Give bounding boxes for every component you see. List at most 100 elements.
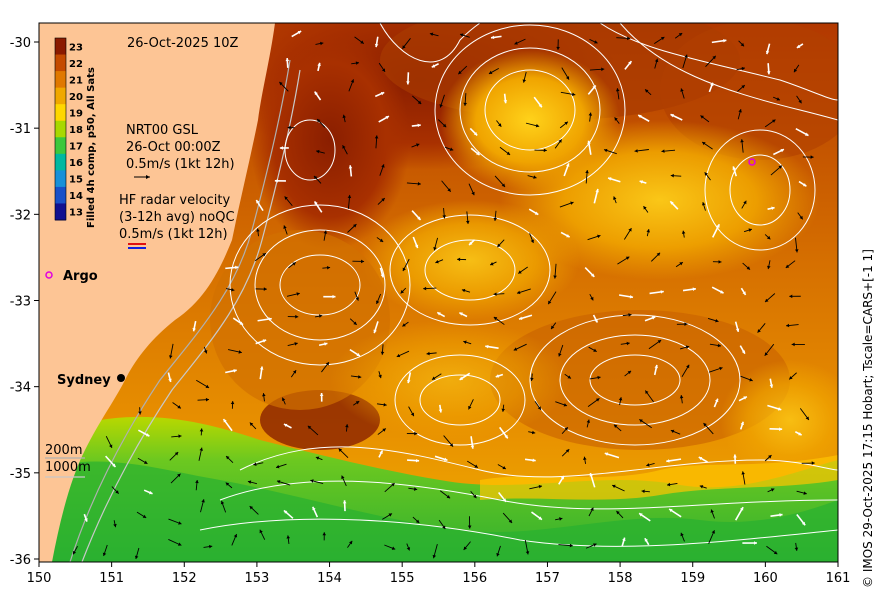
- velocity-arrow-head: [794, 547, 799, 551]
- velocity-arrow-head: [670, 173, 674, 178]
- velocity-arrow-head: [168, 378, 172, 382]
- velocity-arrow-head: [543, 148, 547, 153]
- velocity-arrow-head: [501, 183, 506, 187]
- velocity-arrow-head: [597, 375, 601, 380]
- velocity-arrow-head: [177, 473, 181, 478]
- velocity-arrow-head: [518, 316, 523, 321]
- velocity-arrow-head: [525, 551, 530, 555]
- velocity-arrow-head: [226, 456, 230, 460]
- velocity-arrow-head: [417, 123, 421, 128]
- velocity-arrow-head: [749, 378, 753, 382]
- velocity-arrow-head: [325, 362, 330, 366]
- velocity-arrow-head: [715, 398, 719, 403]
- velocity-arrow-head: [460, 33, 464, 37]
- velocity-arrow-head: [716, 224, 720, 228]
- velocity-arrow-head: [177, 542, 182, 546]
- velocity-arrow-head: [410, 412, 414, 417]
- velocity-arrow-head: [149, 490, 153, 495]
- x-tick-label: 157: [535, 571, 560, 586]
- velocity-arrow-head: [279, 81, 283, 86]
- velocity-arrow-head: [437, 312, 441, 316]
- velocity-arrow-head: [417, 181, 421, 186]
- velocity-arrow-head: [772, 119, 776, 123]
- velocity-arrow-head: [263, 287, 267, 291]
- velocity-arrow-head: [313, 175, 318, 180]
- velocity-arrow-head: [538, 103, 542, 108]
- velocity-arrow-head: [660, 290, 664, 294]
- velocity-arrow-head: [594, 40, 598, 44]
- velocity-arrow-head: [115, 490, 119, 494]
- velocity-arrow-head: [381, 198, 385, 202]
- colorbar-segment: [55, 170, 66, 188]
- velocity-arrow-head: [615, 88, 620, 92]
- velocity-arrow-head: [274, 179, 278, 183]
- velocity-arrow-head: [396, 353, 401, 358]
- velocity-arrow-head: [785, 264, 790, 268]
- velocity-arrow-head: [604, 148, 608, 153]
- velocity-arrow-head: [666, 459, 670, 463]
- velocity-arrow-head: [199, 428, 204, 432]
- velocity-arrow-head: [473, 494, 477, 499]
- velocity-arrow-head: [537, 406, 541, 410]
- velocity-arrow-head: [626, 341, 630, 346]
- velocity-arrow-head: [627, 36, 631, 41]
- velocity-arrow-head: [720, 290, 724, 294]
- velocity-arrow-head: [779, 513, 783, 517]
- velocity-arrow-head: [314, 201, 318, 205]
- velocity-arrow-head: [684, 322, 688, 326]
- velocity-arrow-head: [740, 139, 744, 143]
- velocity-arrow-head: [283, 423, 288, 428]
- velocity-arrow-head: [522, 79, 527, 83]
- velocity-arrow-head: [803, 491, 807, 495]
- model-arrow-head: [146, 175, 150, 179]
- velocity-arrow-head: [646, 463, 650, 467]
- velocity-arrow-head: [203, 350, 208, 354]
- velocity-arrow-head: [383, 402, 387, 407]
- velocity-arrow-head: [442, 525, 446, 530]
- velocity-arrow-head: [320, 41, 324, 46]
- velocity-arrow-head: [457, 257, 461, 262]
- velocity-arrow-head: [502, 465, 506, 470]
- colorbar-segment: [55, 120, 66, 138]
- velocity-arrow-head: [349, 540, 353, 545]
- velocity-arrow-head: [567, 375, 571, 379]
- velocity-arrow-head: [295, 314, 299, 319]
- velocity-arrow-head: [459, 376, 464, 380]
- velocity-arrow-head: [770, 488, 775, 492]
- velocity-arrow-head: [322, 532, 327, 536]
- velocity-arrows: [72, 30, 815, 560]
- colorbar-tick-label: 17: [69, 142, 83, 153]
- velocity-arrow-head: [538, 484, 543, 489]
- velocity-arrow-head: [660, 36, 665, 41]
- velocity-arrow-head: [231, 287, 235, 292]
- x-tick-label: 161: [826, 571, 851, 586]
- velocity-arrow-head: [769, 384, 774, 388]
- velocity-arrow-head: [356, 352, 360, 357]
- velocity-arrow-head: [355, 401, 360, 405]
- plot-frame: [38, 22, 839, 563]
- velocity-arrow-head: [286, 535, 291, 539]
- velocity-arrow-head: [740, 507, 744, 511]
- colorbar-tick-label: 14: [69, 191, 83, 202]
- velocity-arrow-head: [449, 147, 454, 151]
- velocity-arrow-head: [318, 314, 323, 318]
- velocity-arrow-head: [791, 342, 795, 347]
- velocity-arrow-head: [741, 471, 745, 475]
- velocity-arrow-head: [233, 369, 237, 373]
- velocity-arrow-head: [143, 460, 148, 464]
- velocity-arrow-head: [380, 274, 385, 278]
- velocity-arrow-head: [432, 376, 436, 380]
- velocity-arrow-head: [381, 164, 385, 168]
- velocity-arrow-head: [348, 165, 353, 169]
- velocity-arrow-head: [629, 294, 634, 299]
- velocity-arrow-head: [459, 312, 463, 316]
- velocity-arrow-head: [566, 234, 570, 238]
- velocity-arrow-head: [297, 31, 302, 35]
- velocity-arrow-head: [388, 513, 393, 517]
- velocity-arrow-head: [703, 423, 707, 427]
- velocity-arrow-head: [670, 201, 674, 205]
- velocity-arrow-head: [497, 243, 501, 248]
- colorbar-segment: [55, 87, 66, 105]
- velocity-arrow-head: [284, 196, 288, 200]
- velocity-arrow-head: [374, 135, 379, 139]
